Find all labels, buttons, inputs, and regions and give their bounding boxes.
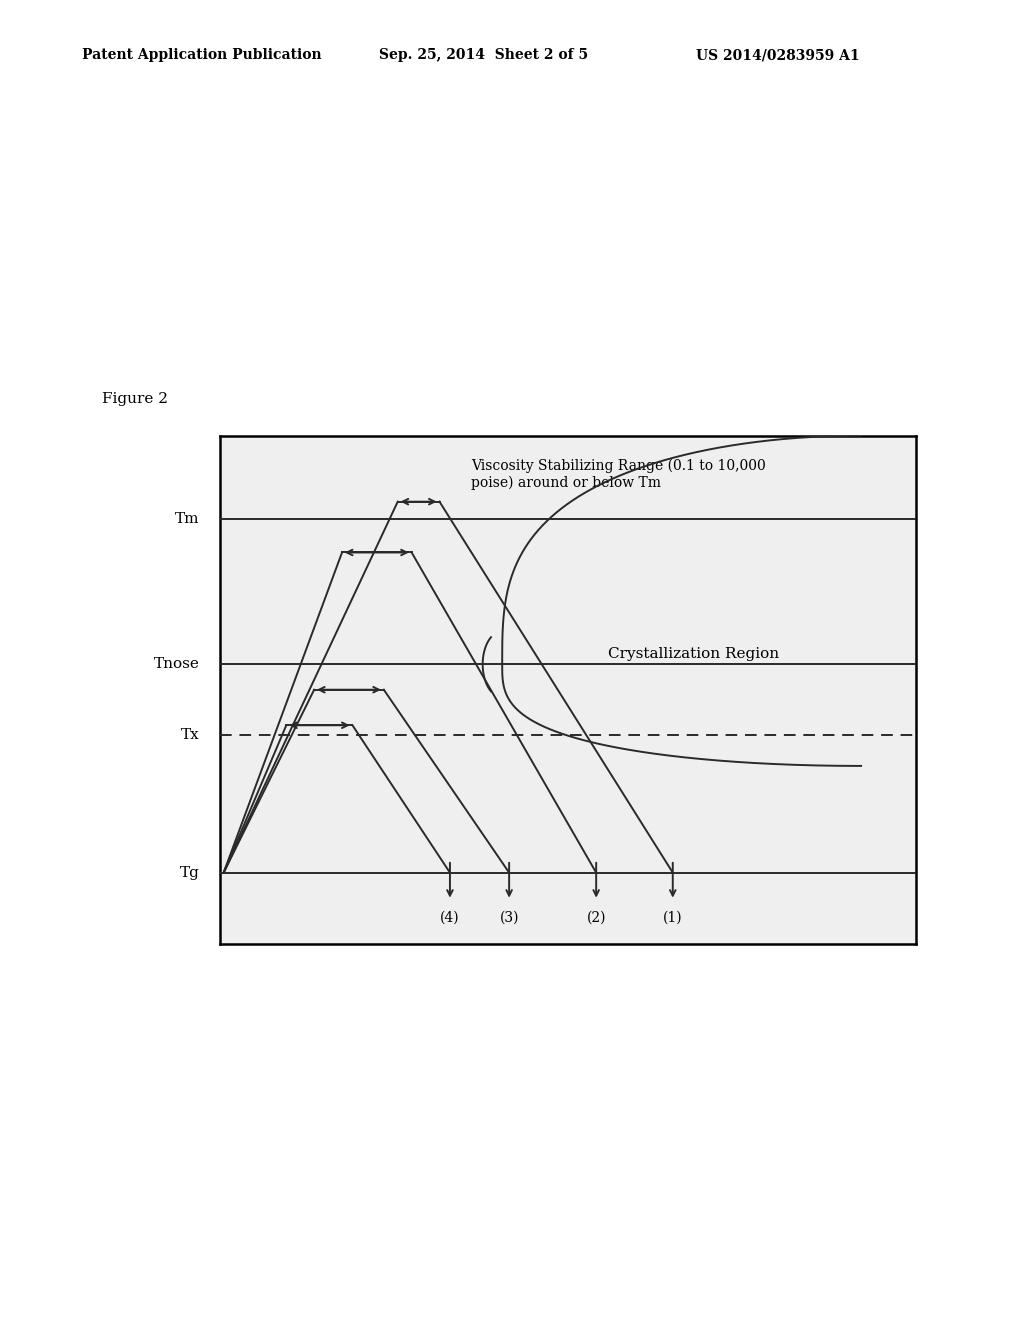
Text: Tx: Tx [180,729,200,742]
Text: US 2014/0283959 A1: US 2014/0283959 A1 [696,49,860,62]
Text: (4): (4) [440,911,460,925]
Text: Tm: Tm [175,512,200,527]
Text: Sep. 25, 2014  Sheet 2 of 5: Sep. 25, 2014 Sheet 2 of 5 [379,49,588,62]
Text: (1): (1) [663,911,683,925]
Text: Figure 2: Figure 2 [102,392,168,405]
Text: (3): (3) [500,911,519,925]
Text: Viscosity Stabilizing Range (0.1 to 10,000
poise) around or below Tm: Viscosity Stabilizing Range (0.1 to 10,0… [471,458,766,490]
Text: (2): (2) [587,911,606,925]
Text: Crystallization Region: Crystallization Region [608,647,779,661]
Text: Tnose: Tnose [154,657,200,672]
Text: Tg: Tg [179,866,200,879]
Text: Patent Application Publication: Patent Application Publication [82,49,322,62]
